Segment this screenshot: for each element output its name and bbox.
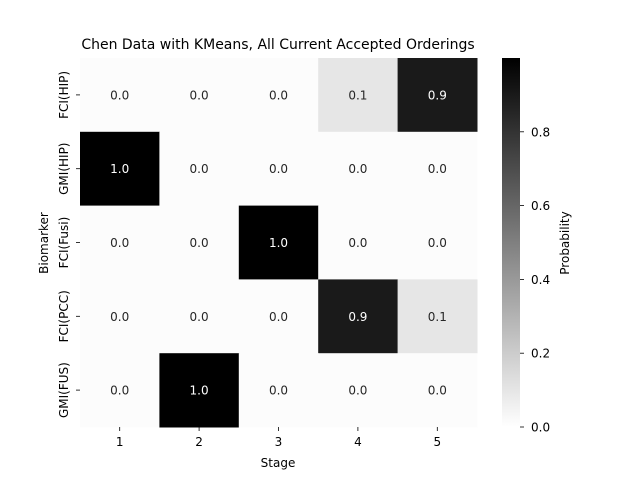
heatmap-cell-label: 1.0 xyxy=(190,384,209,398)
heatmap-cell xyxy=(318,58,399,133)
heatmap-cell-label: 0.1 xyxy=(428,310,447,324)
heatmap-cell-label: 0.0 xyxy=(269,384,288,398)
heatmap-cell xyxy=(397,131,478,207)
heatmap-cell-label: 0.9 xyxy=(428,88,447,102)
colorbar-ticks: 0.0 0.2 0.4 0.6 0.8 xyxy=(520,125,550,435)
colorbar-tick-label: 0.0 xyxy=(531,421,550,435)
chart-title: Chen Data with KMeans, All Current Accep… xyxy=(81,37,474,53)
heatmap-cell-label: 0.1 xyxy=(348,88,367,102)
heatmap-cell xyxy=(159,353,240,428)
colorbar-tick-label: 0.2 xyxy=(531,347,550,361)
heatmap-cell-label: 0.9 xyxy=(348,310,367,324)
heatmap-cell xyxy=(80,131,160,207)
heatmap-cell xyxy=(80,58,160,133)
x-tick-label: 1 xyxy=(116,435,124,449)
heatmap-cell xyxy=(80,205,160,280)
heatmap-cell-label: 0.0 xyxy=(428,162,447,176)
heatmap-cell xyxy=(397,205,478,280)
heatmap-cell-label: 0.0 xyxy=(110,310,129,324)
heatmap-cell-label: 1.0 xyxy=(269,236,288,250)
colorbar-label: Probability xyxy=(558,211,572,274)
colorbar-tick-label: 0.6 xyxy=(531,199,550,213)
x-tick-label: 3 xyxy=(275,435,283,449)
heatmap-cell xyxy=(397,279,478,354)
heatmap-cell-label: 1.0 xyxy=(110,162,129,176)
x-tick-label: 5 xyxy=(433,435,441,449)
y-tick-label: FCI(Fusi) xyxy=(57,217,71,269)
heatmap-cell-labels: 0.0 0.0 0.0 0.1 0.9 1.0 0.0 0.0 0.0 0.0 0.0 0.0 1.0 0… xyxy=(110,88,447,397)
y-tick-label: FCI(HIP) xyxy=(57,71,71,119)
heatmap-cell xyxy=(397,353,478,428)
heatmap-cell-label: 0.0 xyxy=(110,384,129,398)
heatmap-cell xyxy=(159,205,240,280)
heatmap-cell-label: 0.0 xyxy=(190,162,209,176)
y-tick-label: GMI(HIP) xyxy=(57,143,71,195)
x-tick-label: 4 xyxy=(354,435,362,449)
y-tick-label: FCI(PCC) xyxy=(57,290,71,342)
heatmap-cell-label: 0.0 xyxy=(190,88,209,102)
heatmap-cell xyxy=(318,131,399,207)
colorbar-tick-label: 0.8 xyxy=(531,125,550,139)
colorbar xyxy=(502,58,520,427)
heatmap-cell-label: 0.0 xyxy=(348,236,367,250)
y-axis-label: Biomarker xyxy=(37,212,51,274)
x-tick-label: 2 xyxy=(195,435,203,449)
heatmap-cell-label: 0.0 xyxy=(110,88,129,102)
heatmap-cell-label: 0.0 xyxy=(348,384,367,398)
heatmap-cell xyxy=(318,205,399,280)
heatmap-cell xyxy=(397,58,478,133)
heatmap-cell xyxy=(80,279,160,354)
heatmap-cell-label: 0.0 xyxy=(269,88,288,102)
heatmap-cell xyxy=(159,131,240,207)
heatmap-cell xyxy=(159,279,240,354)
x-axis-label: Stage xyxy=(261,456,296,470)
heatmap-cells xyxy=(80,58,478,428)
heatmap-cell-label: 0.0 xyxy=(428,384,447,398)
heatmap-cell-label: 0.0 xyxy=(269,310,288,324)
heatmap-cell-label: 0.0 xyxy=(348,162,367,176)
heatmap-cell xyxy=(238,353,319,428)
heatmap-cell xyxy=(238,131,319,207)
y-tick-label: GMI(FUS) xyxy=(57,362,71,418)
heatmap-cell-label: 0.0 xyxy=(190,310,209,324)
y-axis: FCI(HIP) GMI(HIP) FCI(Fusi) FCI(PCC) GMI(FUS… xyxy=(57,71,80,418)
heatmap-cell xyxy=(238,279,319,354)
heatmap-cell xyxy=(318,353,399,428)
heatmap-cell xyxy=(80,353,160,428)
heatmap-cell-label: 0.0 xyxy=(190,236,209,250)
colorbar-tick-label: 0.4 xyxy=(531,273,550,287)
x-axis: 1 2 3 4 5 xyxy=(116,427,441,449)
heatmap-cell xyxy=(238,205,319,280)
heatmap-cell-label: 0.0 xyxy=(110,236,129,250)
heatmap-cell xyxy=(159,58,240,133)
heatmap-cell-label: 0.0 xyxy=(428,236,447,250)
heatmap-cell xyxy=(238,58,319,133)
heatmap-cell-label: 0.0 xyxy=(269,162,288,176)
heatmap-cell xyxy=(318,279,399,354)
